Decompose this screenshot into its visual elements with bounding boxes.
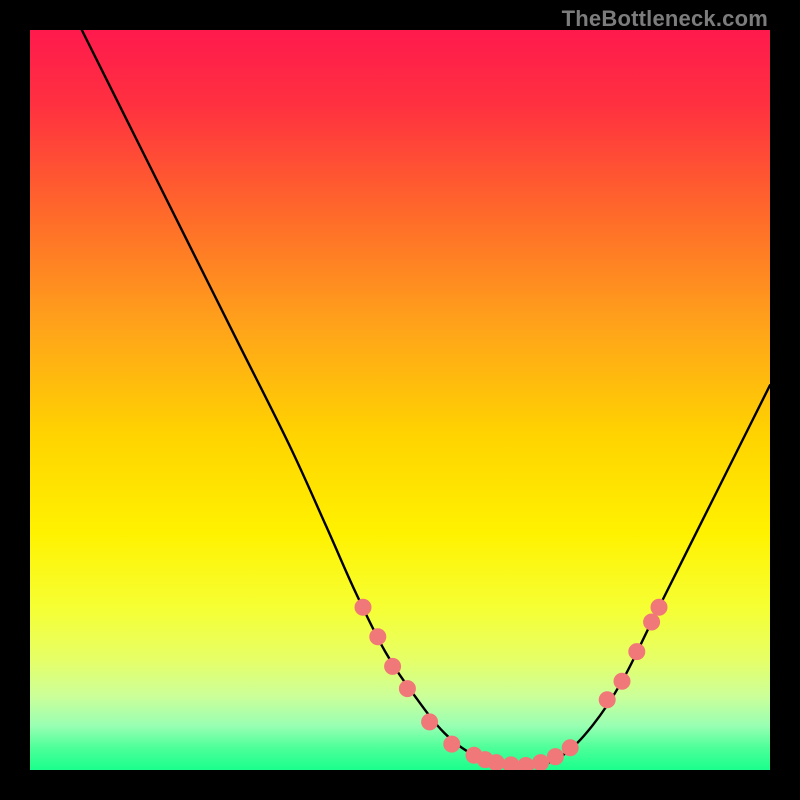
curve-marker <box>518 758 534 770</box>
curve-marker <box>422 714 438 730</box>
chart-frame: TheBottleneck.com <box>0 0 800 800</box>
curve-marker <box>614 673 630 689</box>
gradient-background <box>30 30 770 770</box>
watermark-label: TheBottleneck.com <box>562 6 768 32</box>
plot-area <box>30 30 770 770</box>
curve-marker <box>644 614 660 630</box>
curve-marker <box>355 599 371 615</box>
curve-marker <box>488 755 504 770</box>
curve-marker <box>399 681 415 697</box>
bottleneck-chart <box>30 30 770 770</box>
curve-marker <box>503 757 519 770</box>
curve-marker <box>385 658 401 674</box>
curve-marker <box>547 749 563 765</box>
curve-marker <box>370 629 386 645</box>
curve-marker <box>444 736 460 752</box>
curve-marker <box>599 692 615 708</box>
curve-marker <box>651 599 667 615</box>
curve-marker <box>562 740 578 756</box>
curve-marker <box>533 755 549 770</box>
curve-marker <box>629 644 645 660</box>
